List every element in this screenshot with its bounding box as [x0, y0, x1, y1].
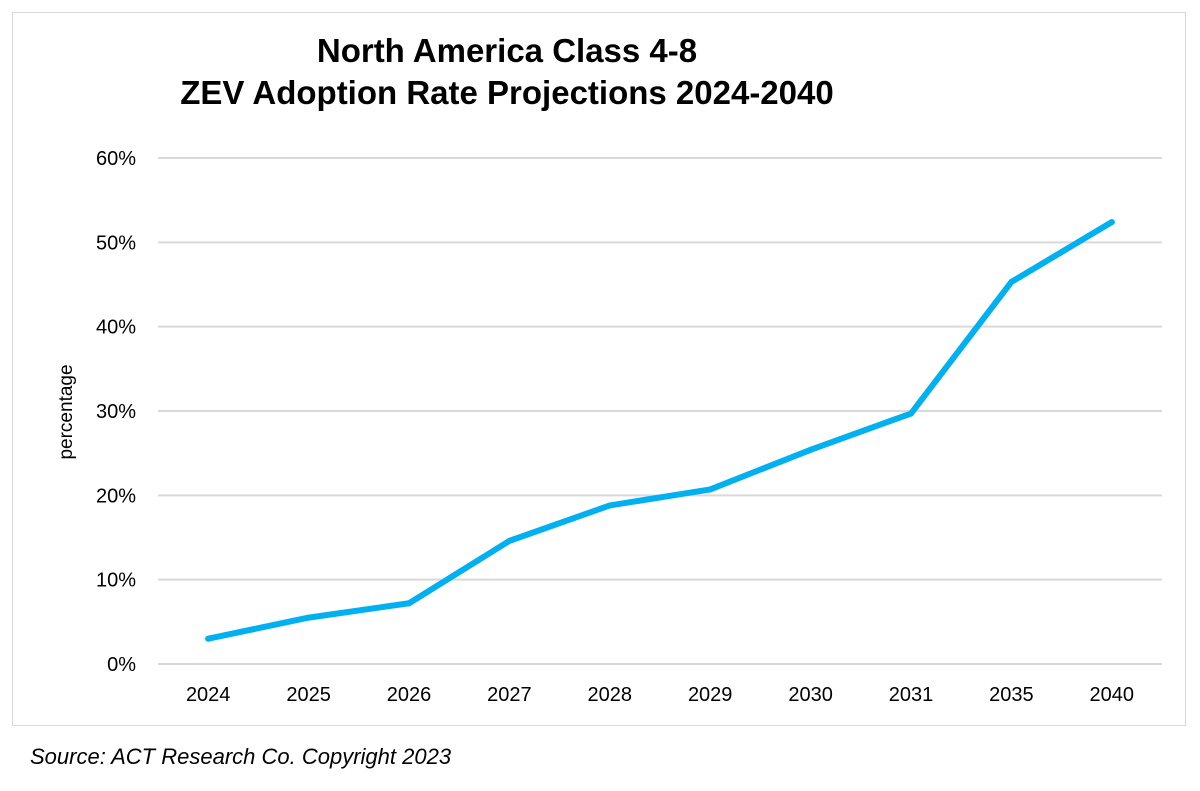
y-axis-label: percentage [56, 364, 77, 459]
data-point [506, 537, 513, 544]
chart-frame [12, 12, 1186, 726]
x-tick-label: 2030 [788, 684, 833, 706]
chart-title-line-2: ZEV Adoption Rate Projections 2024-2040 [180, 74, 834, 111]
data-point [807, 446, 814, 453]
source-note: Source: ACT Research Co. Copyright 2023 [30, 744, 452, 769]
x-tick-label: 2027 [487, 684, 532, 706]
x-tick-label: 2031 [889, 684, 934, 706]
series-line [205, 219, 1115, 642]
x-tick-label: 2026 [387, 684, 432, 706]
data-point [205, 635, 212, 642]
x-tick-label: 2024 [186, 684, 231, 706]
y-tick-label: 40% [96, 317, 136, 339]
data-point [1008, 278, 1015, 285]
data-point [707, 486, 714, 493]
y-tick-label: 30% [96, 401, 136, 423]
gridlines [158, 157, 1162, 665]
y-tick-label: 10% [96, 570, 136, 592]
data-point [1108, 219, 1115, 226]
y-axis-tick-labels: 0% 10% 20% 30% 40% 50% 60% [96, 148, 136, 676]
x-tick-label: 2025 [286, 684, 331, 706]
data-point [908, 410, 914, 417]
chart-title-line-1: North America Class 4-8 [316, 32, 698, 69]
x-tick-label: 2040 [1090, 684, 1135, 706]
data-point [606, 502, 613, 509]
data-point [305, 614, 312, 621]
x-tick-label: 2029 [688, 684, 733, 706]
x-tick-label: 2035 [989, 684, 1034, 706]
series-layer [205, 219, 1115, 642]
y-tick-label: 20% [96, 485, 136, 507]
x-axis-tick-labels: 2024 2025 2026 2027 2028 2029 2030 2031 2035 2040 [186, 684, 1134, 706]
data-point [406, 600, 412, 607]
x-tick-label: 2028 [588, 684, 633, 706]
y-tick-label: 60% [96, 148, 136, 170]
y-tick-label: 0% [107, 654, 136, 676]
y-tick-label: 50% [96, 232, 136, 254]
chart-title: North America Class 4-8 ZEV Adoption Rat… [0, 30, 1014, 114]
